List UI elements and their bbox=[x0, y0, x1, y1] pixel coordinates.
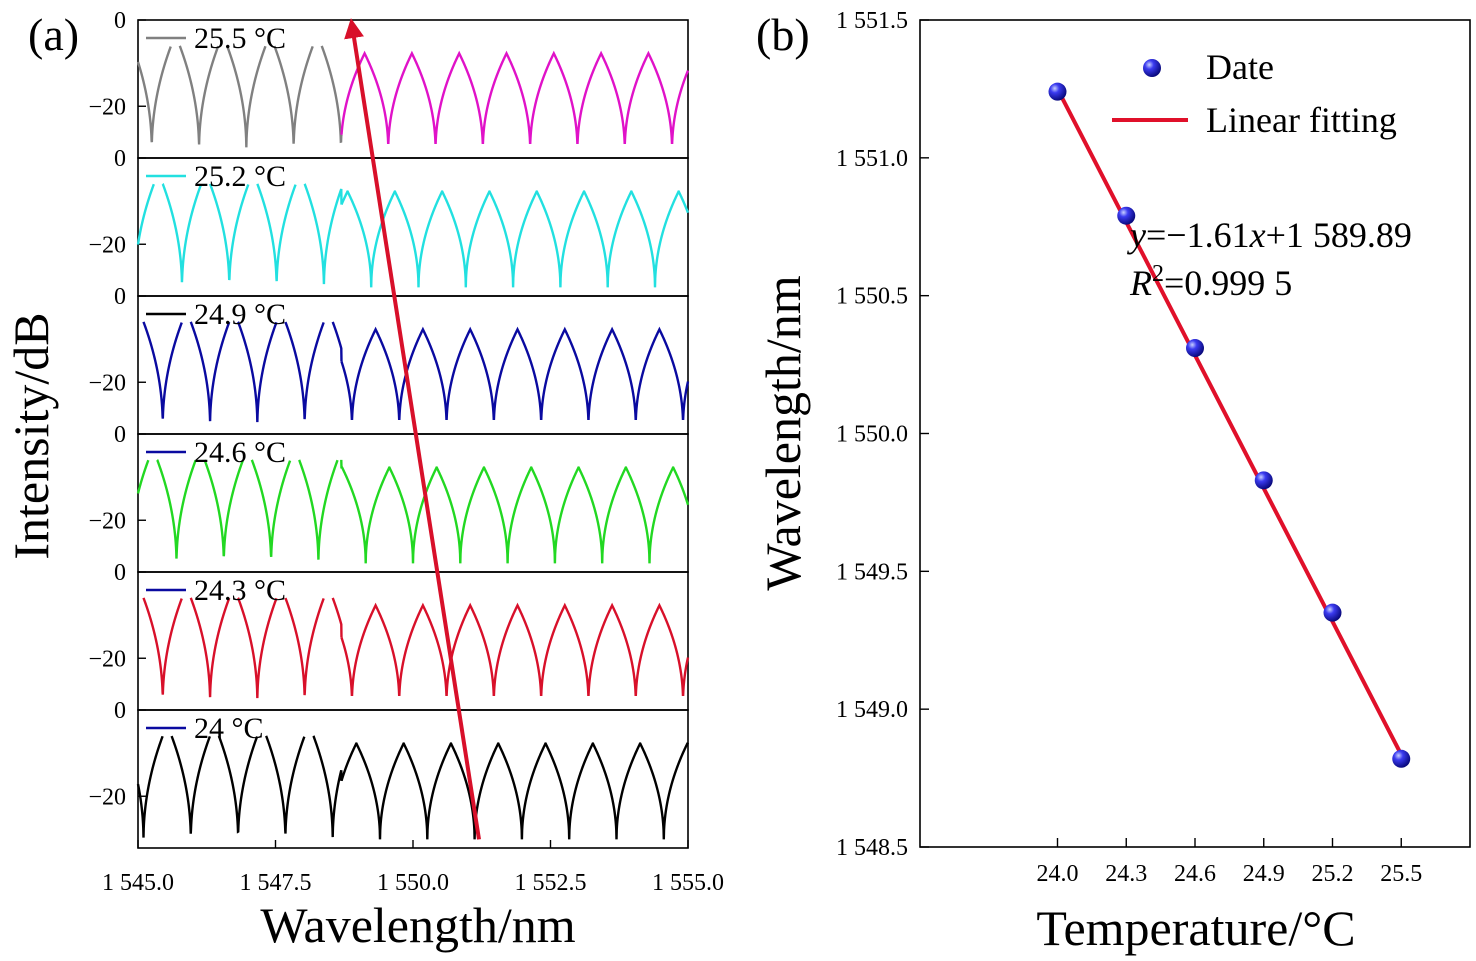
series-legend-label: 24.3 °C bbox=[194, 574, 286, 607]
panel-b-x-tick-label: 24.3 bbox=[1105, 861, 1147, 887]
panel-a-x-tick-label: 1 555.0 bbox=[652, 870, 724, 896]
spectrum-trace-low bbox=[136, 735, 343, 838]
panel-b-label: (b) bbox=[756, 9, 810, 60]
panel-a-subplots: 0 −20 25.5 °C 0 −20 25.2 °C 0 −20 24.9 °C 0 −20 24.… bbox=[88, 8, 690, 849]
subplot-24-3C: 0 −20 24.3 °C bbox=[88, 560, 690, 711]
spectrum-trace-low bbox=[142, 321, 343, 423]
subplot-24C: 0 −20 24 °C bbox=[88, 698, 690, 849]
subplot-y-tick-label: −20 bbox=[88, 508, 126, 534]
spectrum-trace-low bbox=[136, 183, 343, 285]
subplot-y-tick-label: 0 bbox=[114, 560, 126, 586]
panel-a-x-axis-label: Wavelength/nm bbox=[260, 897, 575, 953]
panel-b-x-tick-label: 24.0 bbox=[1037, 861, 1079, 887]
subplot-y-tick-label: −20 bbox=[88, 370, 126, 396]
panel-b-y-ticks: 1 548.5 1 549.0 1 549.5 1 550.0 1 550.5 1 551… bbox=[836, 8, 929, 861]
legend-label-date: Date bbox=[1206, 47, 1274, 87]
series-legend-label: 25.2 °C bbox=[194, 160, 286, 193]
panel-b-y-tick-label: 1 548.5 bbox=[836, 835, 908, 861]
r-squared: R2=0.999 5 bbox=[1129, 261, 1292, 303]
panel-a-x-tick-label: 1 545.0 bbox=[102, 870, 174, 896]
panel-b-x-ticks: 24.0 24.3 24.6 24.9 25.2 25.5 bbox=[1037, 838, 1422, 887]
subplot-y-tick-label: 0 bbox=[114, 8, 126, 34]
spectrum-trace bbox=[340, 602, 690, 697]
subplot-y-tick-label: 0 bbox=[114, 146, 126, 172]
legend-label-fit: Linear fitting bbox=[1206, 100, 1397, 140]
panel-a-spectra: (a) 0 −20 25.5 °C 0 −20 25.2 °C 0 −20 24.9 °C 0 −2… bbox=[3, 8, 724, 953]
panel-b-y-tick-label: 1 550.0 bbox=[836, 422, 908, 448]
data-point bbox=[1186, 339, 1204, 358]
panel-a-x-tick-label: 1 550.0 bbox=[377, 870, 449, 896]
panel-b-x-axis-label: Temperature/°C bbox=[1036, 900, 1355, 956]
subplot-y-tick-label: 0 bbox=[114, 698, 126, 724]
series-legend-label: 24 °C bbox=[194, 712, 264, 745]
subplot-y-tick-label: −20 bbox=[88, 646, 126, 672]
panel-b-y-tick-label: 1 551.5 bbox=[836, 8, 908, 34]
subplot-y-tick-label: −20 bbox=[88, 232, 126, 258]
panel-b-x-tick-label: 25.5 bbox=[1380, 861, 1422, 887]
legend-marker-date bbox=[1143, 59, 1161, 77]
linear-fit-line bbox=[1055, 87, 1404, 756]
series-legend-label: 25.5 °C bbox=[194, 22, 286, 55]
panel-a-y-axis-label: Intensity/dB bbox=[3, 312, 59, 559]
spectrum-trace-low bbox=[136, 45, 343, 148]
shift-direction-arrow bbox=[344, 18, 481, 840]
subplot-24-6C: 0 −20 24.6 °C bbox=[88, 422, 690, 573]
spectrum-trace bbox=[340, 190, 690, 288]
panel-a-x-ticks: 1 545.0 1 547.5 1 550.0 1 552.5 1 555.0 bbox=[102, 840, 724, 896]
data-point bbox=[1392, 749, 1411, 768]
data-point bbox=[1117, 206, 1136, 225]
data-point bbox=[1048, 82, 1067, 101]
panel-b-x-tick-label: 24.6 bbox=[1174, 861, 1216, 887]
fit-equation: y=−1.61x+1 589.89 bbox=[1127, 215, 1412, 255]
series-legend-label: 24.9 °C bbox=[194, 298, 286, 331]
panel-a-label: (a) bbox=[28, 9, 79, 60]
subplot-y-tick-label: −20 bbox=[88, 94, 126, 120]
panel-b-linear-fit: (b) 1 548.51 549.01 549.51 550.01 550.51… bbox=[755, 8, 1471, 956]
spectrum-trace bbox=[340, 466, 690, 564]
series-legend-label: 24.6 °C bbox=[194, 436, 286, 469]
data-points bbox=[1048, 82, 1411, 768]
subplot-y-tick-label: −20 bbox=[88, 784, 126, 810]
panel-b-plot-frame bbox=[919, 19, 1471, 848]
subplot-y-tick-label: 0 bbox=[114, 284, 126, 310]
panel-b-y-tick-label: 1 551.0 bbox=[836, 146, 908, 172]
spectrum-trace-low bbox=[142, 597, 343, 699]
subplot-y-tick-label: 0 bbox=[114, 422, 126, 448]
spectrum-trace bbox=[340, 50, 690, 145]
subplot-24-9C: 0 −20 24.9 °C bbox=[88, 284, 690, 435]
subplot-25-2C: 0 −20 25.2 °C bbox=[88, 146, 690, 297]
panel-b-legend: Date Linear fitting bbox=[1112, 47, 1397, 140]
subplot-25-5C: 0 −20 25.5 °C bbox=[88, 8, 690, 159]
panel-a-x-tick-label: 1 552.5 bbox=[515, 870, 587, 896]
panel-b-y-tick-label: 1 549.5 bbox=[836, 559, 908, 585]
panel-b-y-tick-label: 1 549.0 bbox=[836, 697, 908, 723]
panel-b-x-tick-label: 25.2 bbox=[1312, 861, 1354, 887]
data-point bbox=[1254, 471, 1273, 490]
data-point bbox=[1323, 603, 1342, 622]
panel-b-y-axis-label: Wavelength/nm bbox=[755, 275, 811, 590]
spectrum-trace bbox=[340, 326, 690, 421]
panel-a-x-tick-label: 1 547.5 bbox=[240, 870, 312, 896]
panel-b-y-tick-label: 1 550.5 bbox=[836, 284, 908, 310]
spectrum-trace-low bbox=[136, 459, 343, 560]
spectrum-trace bbox=[340, 742, 690, 840]
panel-b-x-tick-label: 24.9 bbox=[1243, 861, 1285, 887]
